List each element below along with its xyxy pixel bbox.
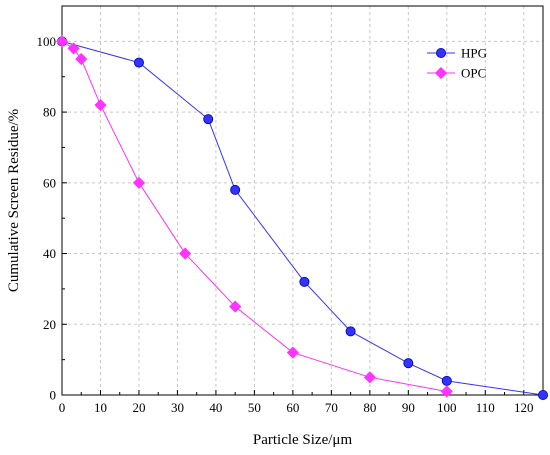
x-tick-label: 30: [171, 400, 184, 415]
x-tick-label: 100: [437, 400, 457, 415]
series-hpg: [57, 36, 549, 400]
data-point-hpg: [299, 276, 310, 287]
legend-marker-hpg: [435, 48, 446, 59]
data-point-opc: [55, 35, 69, 48]
data-point-opc: [440, 385, 453, 398]
plot-area-frame: [61, 5, 544, 396]
legend: HPG OPC: [427, 46, 487, 81]
x-tick-label: 80: [363, 400, 376, 415]
data-point-opc: [179, 247, 192, 260]
data-point-hpg: [133, 57, 144, 68]
x-tick-label: 40: [209, 400, 222, 415]
data-point-opc: [286, 346, 299, 359]
x-tick-label: 60: [286, 400, 299, 415]
data-point-opc: [75, 52, 88, 66]
series-line-hpg: [61, 40, 544, 396]
data-point-opc: [229, 300, 242, 313]
x-tick-label: 20: [132, 400, 145, 415]
y-tick-label: 0: [50, 388, 57, 403]
grid: [62, 6, 543, 395]
x-tick-label: 10: [94, 400, 107, 415]
data-point-hpg: [230, 184, 241, 195]
legend-label-opc: OPC: [461, 66, 486, 81]
x-tick-label: 0: [59, 400, 66, 415]
data-point-hpg: [345, 326, 356, 337]
legend-label-hpg: HPG: [461, 46, 487, 61]
x-tick-label: 50: [248, 400, 261, 415]
y-tick-label: 80: [43, 105, 56, 120]
data-point-opc: [67, 42, 80, 55]
data-point-hpg: [441, 375, 452, 386]
series-layer: [55, 35, 549, 400]
data-point-hpg: [538, 389, 549, 400]
y-axis-title: Cumulative Screen Residue/%: [6, 109, 22, 292]
y-axis: 0 20 40 60 80 100: [37, 34, 67, 403]
data-point-hpg: [403, 358, 414, 369]
y-tick-label: 100: [37, 34, 57, 49]
x-tick-label: 120: [514, 400, 534, 415]
x-tick-label: 110: [476, 400, 495, 415]
y-tick-label: 20: [43, 317, 56, 332]
x-tick-label: 90: [402, 400, 415, 415]
y-tick-label: 60: [43, 175, 56, 190]
x-tick-label: 70: [325, 400, 338, 415]
data-point-hpg: [203, 114, 214, 125]
legend-marker-opc: [434, 66, 448, 80]
data-point-opc: [132, 176, 146, 189]
x-axis-title: Particle Size/μm: [253, 432, 353, 448]
data-point-opc: [94, 98, 107, 112]
y-tick-label: 40: [43, 246, 56, 261]
series-line-opc: [61, 40, 447, 392]
data-point-opc: [363, 371, 376, 384]
x-axis: 0 10 20 30 40 50 60 70 80 90 100 110 120: [59, 390, 534, 415]
series-opc: [55, 35, 453, 398]
